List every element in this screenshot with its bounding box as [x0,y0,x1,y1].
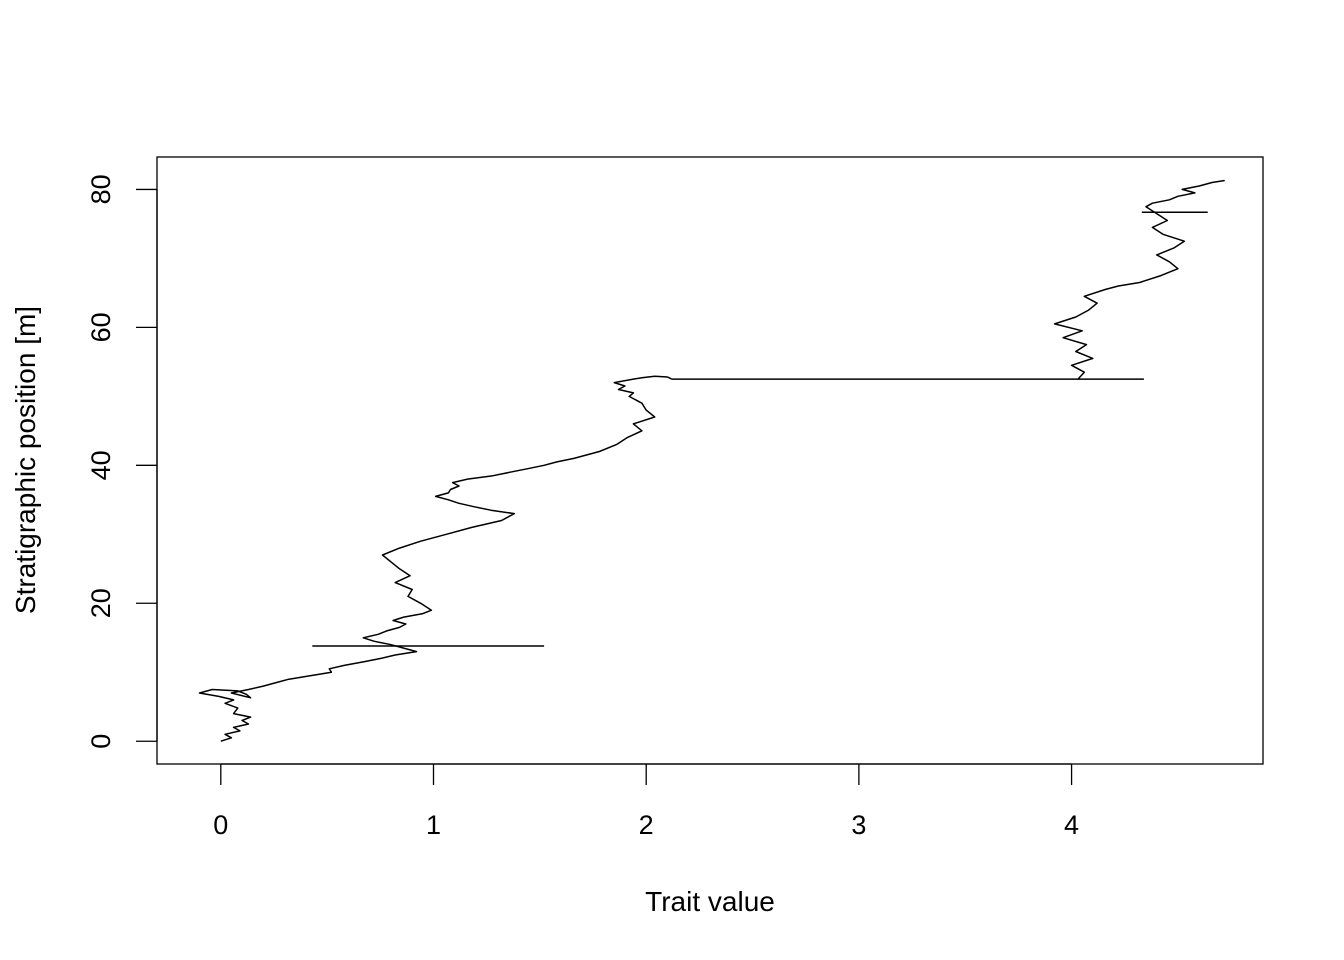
x-tick-label: 4 [1064,810,1079,840]
series-layer [198,179,1225,742]
y-tick-label: 20 [86,588,116,618]
y-axis: 0 20 40 60 80 [86,174,158,749]
y-tick-label: 40 [86,450,116,480]
series-line-1 [198,375,673,742]
y-tick-label: 80 [86,174,116,204]
x-tick-label: 2 [639,810,654,840]
y-tick-label: 0 [86,734,116,749]
y-tick-label: 60 [86,312,116,342]
y-axis-label: Stratigraphic position [m] [10,306,41,614]
series-line-4 [1053,179,1225,380]
x-tick-label: 3 [851,810,866,840]
x-tick-label: 1 [426,810,441,840]
x-axis-label: Trait value [645,886,775,917]
x-axis: 0 1 2 3 4 [213,763,1079,840]
x-tick-label: 0 [213,810,228,840]
